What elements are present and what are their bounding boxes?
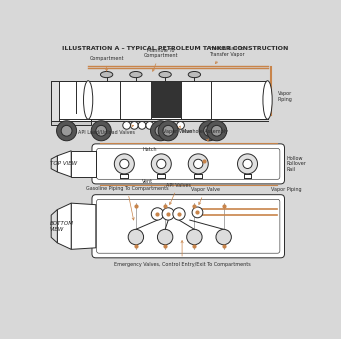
Circle shape <box>158 121 178 141</box>
Bar <box>51 81 91 121</box>
Circle shape <box>128 229 144 245</box>
Circle shape <box>173 208 185 220</box>
Circle shape <box>187 229 202 245</box>
Text: Vent: Vent <box>142 179 153 184</box>
Bar <box>51 121 91 125</box>
Circle shape <box>192 207 203 218</box>
Ellipse shape <box>263 81 272 119</box>
Polygon shape <box>51 156 57 172</box>
FancyBboxPatch shape <box>92 195 284 258</box>
Ellipse shape <box>84 81 93 119</box>
Circle shape <box>211 125 222 136</box>
Circle shape <box>146 121 153 129</box>
Text: API Valves: API Valves <box>166 183 191 204</box>
Circle shape <box>204 125 214 136</box>
Circle shape <box>155 125 166 136</box>
FancyBboxPatch shape <box>92 144 284 184</box>
Circle shape <box>162 208 174 220</box>
Circle shape <box>131 121 138 129</box>
Circle shape <box>150 121 170 141</box>
Circle shape <box>194 159 203 168</box>
Circle shape <box>57 121 77 141</box>
Bar <box>88 81 268 119</box>
Circle shape <box>151 208 164 220</box>
Text: Vapor Valve: Vapor Valve <box>191 187 220 204</box>
Circle shape <box>238 154 257 174</box>
Circle shape <box>138 121 146 129</box>
Text: Gasoline Piping To Compartments: Gasoline Piping To Compartments <box>86 186 168 220</box>
Bar <box>151 82 180 118</box>
Circle shape <box>61 125 72 136</box>
Circle shape <box>114 154 134 174</box>
Text: API Load/Unload Valves: API Load/Unload Valves <box>78 125 135 134</box>
Text: Vapor Piping: Vapor Piping <box>271 187 301 192</box>
Circle shape <box>188 154 208 174</box>
Circle shape <box>216 229 231 245</box>
Text: Hatch: Hatch <box>142 146 157 152</box>
Text: BOTTOM
VIEW: BOTTOM VIEW <box>50 221 74 232</box>
Polygon shape <box>57 203 71 250</box>
Circle shape <box>96 125 107 136</box>
Text: ILLUSTRATION A – TYPICAL PETROLEUM TANKER CONSTRUCTION: ILLUSTRATION A – TYPICAL PETROLEUM TANKE… <box>62 46 288 51</box>
Polygon shape <box>57 151 71 177</box>
Text: Hollow Rail To
Transfer Vapor: Hollow Rail To Transfer Vapor <box>209 46 244 63</box>
Circle shape <box>91 121 111 141</box>
Text: Manhole Assembly: Manhole Assembly <box>182 129 228 141</box>
Text: Manhole To
Compartment: Manhole To Compartment <box>143 47 178 71</box>
Polygon shape <box>71 151 96 177</box>
Bar <box>51 81 59 121</box>
Text: TOP VIEW: TOP VIEW <box>50 161 77 166</box>
Polygon shape <box>51 210 57 243</box>
Text: Compartment: Compartment <box>89 56 124 71</box>
Ellipse shape <box>101 72 113 78</box>
Circle shape <box>158 229 173 245</box>
FancyBboxPatch shape <box>97 148 280 179</box>
Circle shape <box>207 121 227 141</box>
Text: Vapor Valve: Vapor Valve <box>163 126 192 134</box>
Circle shape <box>120 159 129 168</box>
Circle shape <box>199 121 219 141</box>
Polygon shape <box>71 203 96 250</box>
Circle shape <box>163 125 174 136</box>
Circle shape <box>243 159 252 168</box>
Text: Emergency Valves, Control Entry/Exit To Compartments: Emergency Valves, Control Entry/Exit To … <box>114 241 250 267</box>
Text: Hollow
Rollover
Rail: Hollow Rollover Rail <box>286 156 306 172</box>
Circle shape <box>123 121 131 129</box>
FancyBboxPatch shape <box>97 199 280 253</box>
Ellipse shape <box>188 72 201 78</box>
Ellipse shape <box>130 72 142 78</box>
Circle shape <box>177 121 184 129</box>
Circle shape <box>151 154 171 174</box>
Text: Vapor
Piping: Vapor Piping <box>278 91 293 101</box>
Ellipse shape <box>159 72 171 78</box>
Circle shape <box>157 159 166 168</box>
